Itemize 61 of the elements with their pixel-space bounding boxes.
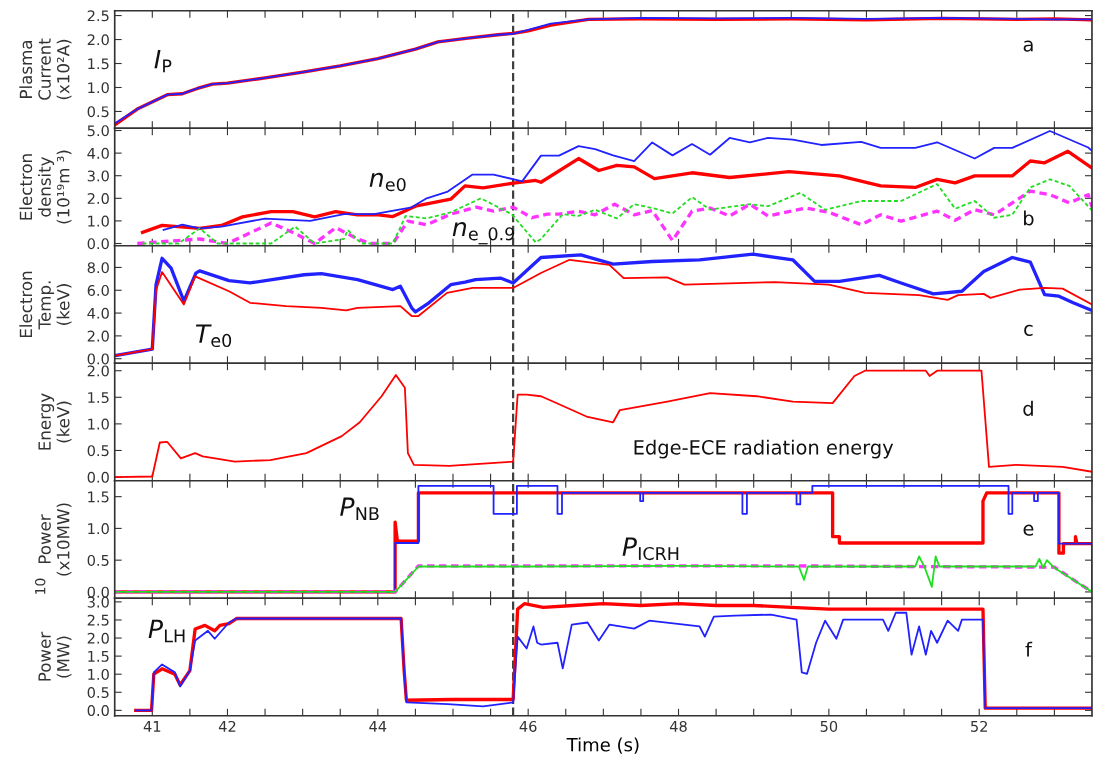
y-tick-label: 0.0 bbox=[87, 471, 109, 483]
y-tick-label: 2.5 bbox=[87, 614, 109, 626]
annotation: T$_{e0}$ bbox=[195, 324, 232, 348]
y-tick-label: 1.0 bbox=[88, 215, 109, 227]
y-tick-label: 0.5 bbox=[87, 686, 109, 699]
y-tick-label: 1.0 bbox=[88, 82, 109, 94]
annotation: n$_{e0}$ bbox=[369, 172, 406, 192]
y-tick-label: 2.0 bbox=[87, 193, 109, 205]
y-tick-label: 0.0 bbox=[87, 586, 109, 598]
y-tick-label: 0.5 bbox=[87, 554, 109, 566]
y-tick-label: 5.0 bbox=[87, 125, 109, 137]
y-tick-label: 1.0 bbox=[88, 668, 109, 680]
y-tick-label: 4.0 bbox=[87, 307, 109, 319]
annotation: P$_{LH}$ bbox=[148, 619, 185, 643]
y-tick-label: 6.0 bbox=[87, 284, 109, 296]
y-tick-label: 0.5 bbox=[87, 445, 109, 457]
annotation: n$_{e_0.9}$ bbox=[452, 222, 515, 245]
annotation: f bbox=[1025, 641, 1033, 657]
y-axis-title: Energy (keV) bbox=[38, 393, 72, 450]
annotation: P$_{NB}$ bbox=[340, 497, 379, 520]
x-tick-label: 41 bbox=[143, 721, 161, 732]
y-axis-title: Plasma Current (x10²A) bbox=[19, 38, 72, 100]
y-tick-label: 0.5 bbox=[87, 106, 109, 118]
y-tick-label: 1.0 bbox=[88, 418, 109, 430]
annotation: e bbox=[1023, 524, 1034, 536]
x-tick-label: 50 bbox=[820, 720, 838, 732]
annotation: b bbox=[1024, 210, 1034, 226]
text: 10 bbox=[34, 578, 46, 594]
y-tick-label: 1.5 bbox=[88, 58, 109, 70]
annotation: d bbox=[1023, 400, 1033, 416]
x-tick-label: 46 bbox=[519, 720, 537, 732]
y-tick-label: 0.0 bbox=[87, 353, 109, 365]
y-axis-title: Electron density (10¹⁹m ³) bbox=[19, 150, 72, 224]
y-tick-label: 1.5 bbox=[88, 392, 109, 404]
y-tick-label: 0.0 bbox=[87, 705, 109, 717]
y-tick-label: 1.0 bbox=[88, 523, 109, 535]
y-tick-label: 2.5 bbox=[87, 10, 109, 22]
annotation: I$_{P}$ bbox=[154, 49, 172, 73]
annotation: c bbox=[1024, 324, 1033, 336]
x-tick-label: 52 bbox=[971, 720, 988, 732]
y-tick-label: 3.0 bbox=[87, 596, 109, 608]
y-axis-title: Power (MW) bbox=[38, 631, 72, 681]
y-tick-label: 1.5 bbox=[88, 491, 109, 503]
y-tick-label: 3.0 bbox=[87, 170, 109, 182]
y-tick-label: 8.0 bbox=[87, 262, 109, 274]
x-tick-label: 48 bbox=[669, 720, 687, 732]
x-tick-label: 44 bbox=[369, 721, 387, 732]
y-axis-title: Electron Temp. (keV) bbox=[19, 271, 72, 338]
annotation: Edge-ECE radiation energy bbox=[634, 439, 894, 459]
y-axis-title: Power (x10MW) bbox=[38, 503, 72, 576]
annotation: P$_{ICRH}$ bbox=[622, 537, 679, 561]
y-tick-label: 1.5 bbox=[88, 651, 109, 662]
y-tick-label: 2.0 bbox=[87, 632, 109, 644]
y-tick-label: 4.0 bbox=[87, 147, 109, 159]
y-tick-label: 0.0 bbox=[87, 238, 109, 250]
y-tick-label: 2.0 bbox=[87, 330, 109, 342]
y-tick-label: 2.0 bbox=[87, 34, 109, 46]
y-tick-label: 2.0 bbox=[87, 365, 109, 377]
annotation: a bbox=[1023, 40, 1033, 52]
x-tick-label: 42 bbox=[218, 720, 236, 732]
x-axis-title: Time (s) bbox=[566, 737, 639, 754]
